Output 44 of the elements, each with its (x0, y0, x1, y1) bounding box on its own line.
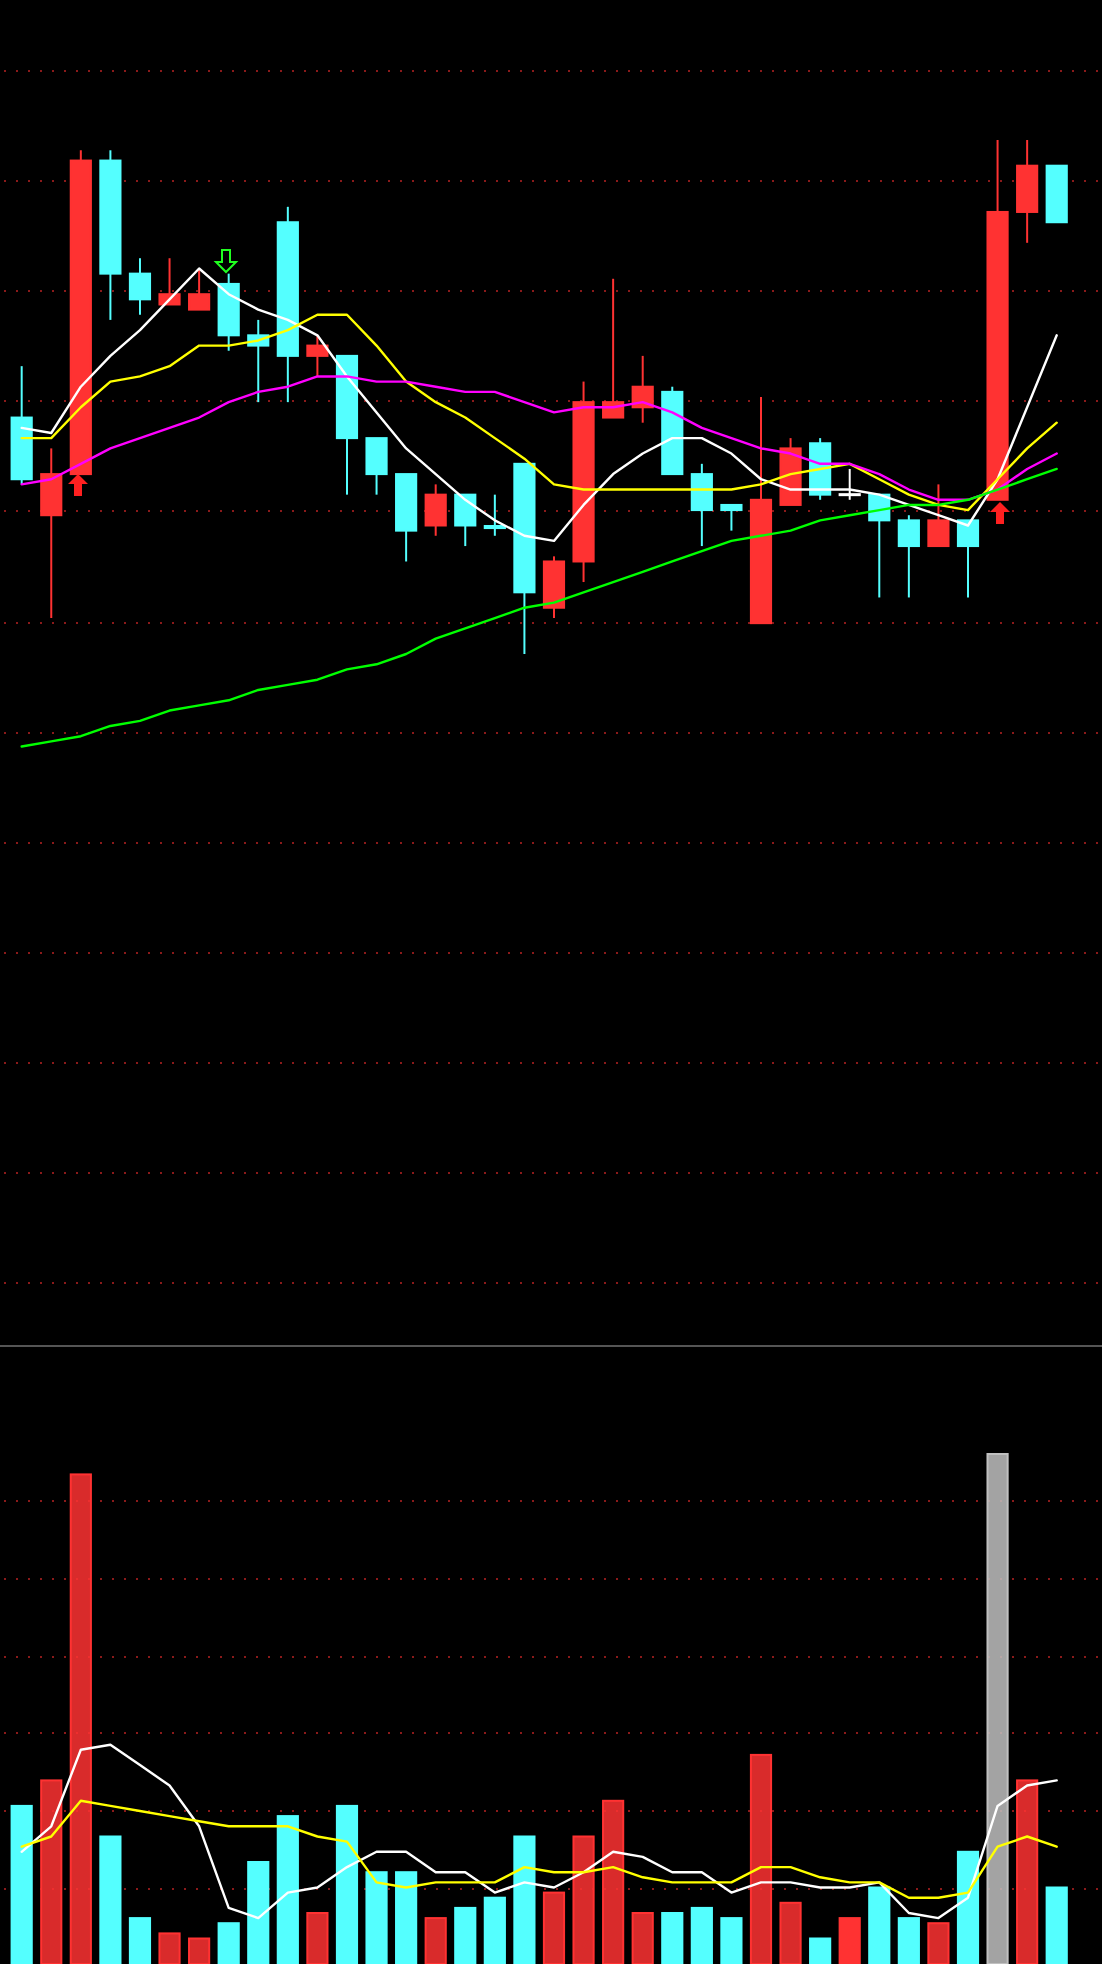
candlestick (483, 493, 506, 537)
bar (217, 1922, 240, 1964)
bar (306, 1912, 329, 1964)
bar (335, 1804, 359, 1964)
bar (158, 1932, 181, 1964)
bar (868, 1886, 891, 1964)
bar (513, 1835, 536, 1964)
candlestick (897, 514, 920, 599)
bar (809, 1937, 832, 1964)
bar (661, 1912, 684, 1964)
bar (897, 1917, 920, 1964)
bar (10, 1804, 33, 1964)
bar (483, 1896, 506, 1964)
candlestick (542, 555, 566, 620)
bar (69, 1473, 92, 1964)
bar (454, 1906, 477, 1964)
bar (838, 1917, 861, 1964)
bar (128, 1917, 152, 1964)
bar (602, 1799, 625, 1964)
bar (572, 1835, 595, 1964)
bar (247, 1861, 270, 1964)
bar (542, 1891, 566, 1964)
bar (365, 1871, 388, 1964)
bar (927, 1922, 950, 1964)
bar (631, 1912, 654, 1964)
bar (99, 1835, 122, 1964)
bar (779, 1901, 802, 1964)
bar (690, 1906, 713, 1964)
bar (986, 1453, 1009, 1964)
candlestick (306, 334, 329, 378)
bar (1045, 1886, 1068, 1964)
candlestick (956, 519, 980, 599)
bar (956, 1850, 980, 1964)
bar (395, 1871, 418, 1964)
bar (276, 1815, 299, 1964)
bar (40, 1779, 63, 1964)
bar (749, 1753, 773, 1964)
candlestick (188, 267, 211, 311)
bar (424, 1917, 447, 1964)
bar (720, 1917, 743, 1964)
bar (1016, 1779, 1039, 1964)
candlestick (837, 467, 863, 501)
candlestick (365, 437, 388, 496)
bar (188, 1937, 211, 1964)
